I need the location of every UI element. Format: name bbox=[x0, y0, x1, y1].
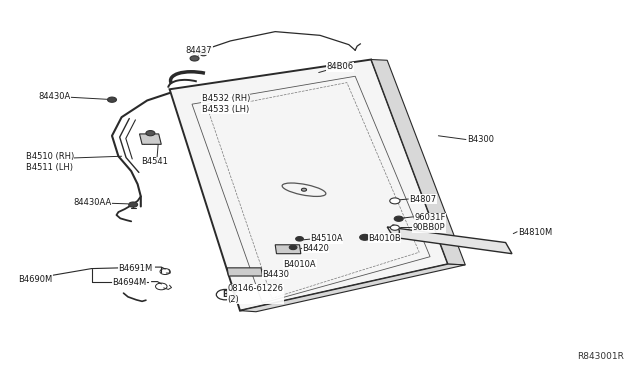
Text: B4430: B4430 bbox=[262, 270, 289, 279]
Text: 08146-61226
(2): 08146-61226 (2) bbox=[227, 284, 283, 304]
Text: B4010B: B4010B bbox=[368, 234, 401, 243]
Text: B4541: B4541 bbox=[141, 157, 168, 166]
Circle shape bbox=[108, 97, 116, 102]
Polygon shape bbox=[387, 227, 512, 254]
Text: R843001R: R843001R bbox=[577, 352, 624, 361]
Text: B4691M: B4691M bbox=[118, 264, 153, 273]
Text: 84430A: 84430A bbox=[38, 92, 70, 101]
Text: B4300: B4300 bbox=[467, 135, 494, 144]
Text: B4810M: B4810M bbox=[518, 228, 553, 237]
Text: 84437: 84437 bbox=[186, 46, 212, 55]
Circle shape bbox=[360, 234, 370, 240]
Circle shape bbox=[301, 188, 307, 191]
Polygon shape bbox=[371, 60, 465, 265]
Circle shape bbox=[200, 52, 207, 56]
Text: 90BB0P: 90BB0P bbox=[413, 223, 445, 232]
Text: B: B bbox=[223, 290, 228, 299]
Text: B4807: B4807 bbox=[410, 195, 436, 203]
Circle shape bbox=[289, 245, 297, 250]
Circle shape bbox=[390, 225, 399, 230]
Circle shape bbox=[216, 289, 234, 300]
Text: B4510 (RH)
B4511 (LH): B4510 (RH) B4511 (LH) bbox=[26, 152, 74, 171]
Circle shape bbox=[394, 216, 403, 221]
Circle shape bbox=[146, 131, 155, 136]
Polygon shape bbox=[275, 245, 301, 254]
Polygon shape bbox=[227, 268, 262, 276]
Polygon shape bbox=[170, 60, 448, 311]
Circle shape bbox=[390, 198, 400, 204]
Text: B4510A: B4510A bbox=[310, 234, 343, 243]
Circle shape bbox=[190, 56, 199, 61]
Circle shape bbox=[296, 237, 303, 241]
Text: B4690M: B4690M bbox=[18, 275, 52, 283]
Circle shape bbox=[129, 202, 138, 207]
Text: 96031F: 96031F bbox=[414, 213, 445, 222]
Text: B4694M: B4694M bbox=[112, 278, 147, 287]
Text: B4420: B4420 bbox=[302, 244, 329, 253]
Text: 84B06: 84B06 bbox=[326, 62, 353, 71]
Text: 84430AA: 84430AA bbox=[74, 198, 112, 207]
Text: B4532 (RH)
B4533 (LH): B4532 (RH) B4533 (LH) bbox=[202, 94, 250, 114]
Text: B4010A: B4010A bbox=[284, 260, 316, 269]
Polygon shape bbox=[140, 134, 161, 144]
Polygon shape bbox=[240, 264, 465, 312]
